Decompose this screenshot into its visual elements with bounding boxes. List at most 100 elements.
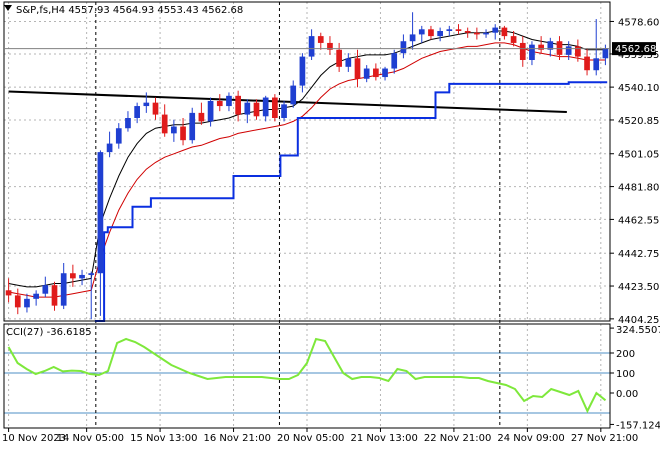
candle-body[interactable] [382, 68, 388, 78]
candle-body[interactable] [492, 27, 499, 33]
candle[interactable] [42, 276, 49, 298]
candle-body[interactable] [207, 100, 214, 122]
candle[interactable] [565, 41, 572, 60]
candle[interactable] [510, 31, 517, 47]
candle[interactable] [198, 102, 205, 125]
candle[interactable] [5, 278, 12, 303]
candle-body[interactable] [510, 36, 517, 43]
candle-body[interactable] [244, 102, 251, 115]
candle[interactable] [317, 32, 324, 50]
candle-body[interactable] [327, 42, 333, 50]
candle[interactable] [281, 100, 287, 122]
candle-body[interactable] [134, 106, 140, 118]
candle[interactable] [290, 80, 297, 108]
candle[interactable] [327, 36, 333, 55]
candle[interactable] [60, 263, 67, 310]
candle[interactable] [428, 25, 434, 40]
candle-body[interactable] [354, 58, 361, 79]
candle[interactable] [538, 36, 544, 54]
candle-body[interactable] [235, 95, 241, 115]
candle-body[interactable] [152, 102, 159, 115]
candle-body[interactable] [446, 29, 453, 31]
candle[interactable] [125, 111, 131, 132]
candle[interactable] [464, 27, 471, 38]
candle-body[interactable] [125, 118, 131, 129]
candle[interactable] [97, 150, 104, 316]
candle-body[interactable] [281, 104, 287, 118]
candle[interactable] [501, 25, 508, 40]
candle[interactable] [272, 94, 278, 122]
candle[interactable] [70, 264, 76, 287]
candle[interactable] [161, 104, 168, 137]
candle[interactable] [519, 36, 526, 67]
candle[interactable] [235, 90, 241, 122]
candle-body[interactable] [317, 36, 324, 43]
candle[interactable] [418, 25, 425, 43]
candle[interactable] [171, 119, 177, 142]
candle-body[interactable] [474, 32, 480, 35]
candle-body[interactable] [216, 100, 223, 107]
candle-body[interactable] [79, 274, 85, 279]
candle-body[interactable] [593, 58, 600, 71]
candle[interactable] [602, 44, 609, 66]
candle[interactable] [207, 97, 214, 127]
candle-body[interactable] [198, 112, 205, 122]
collapse-arrow-icon[interactable] [4, 5, 12, 11]
candle-body[interactable] [180, 126, 186, 141]
candle-body[interactable] [42, 285, 49, 294]
candle-body[interactable] [24, 298, 30, 308]
candle[interactable] [345, 53, 352, 72]
candle-body[interactable] [418, 29, 425, 35]
candle[interactable] [115, 123, 122, 149]
candle-body[interactable] [14, 295, 21, 308]
candle[interactable] [593, 19, 600, 76]
candle-body[interactable] [538, 44, 544, 50]
candle-body[interactable] [602, 48, 609, 59]
candle-body[interactable] [455, 29, 462, 31]
candle-body[interactable] [345, 58, 352, 67]
candle-body[interactable] [262, 97, 269, 117]
candle-body[interactable] [299, 56, 306, 86]
candle[interactable] [437, 27, 443, 42]
candle-layer[interactable] [5, 12, 609, 320]
candle[interactable] [547, 37, 554, 57]
candle-body[interactable] [226, 95, 232, 107]
candle[interactable] [474, 27, 480, 40]
candle[interactable] [180, 118, 186, 146]
candle[interactable] [382, 66, 388, 81]
candle[interactable] [455, 24, 462, 35]
candle[interactable] [299, 53, 306, 93]
candle[interactable] [189, 107, 196, 144]
candle-body[interactable] [272, 97, 278, 118]
candle-body[interactable] [189, 112, 196, 141]
candle-body[interactable] [115, 128, 122, 144]
candle-body[interactable] [519, 42, 526, 60]
candle[interactable] [400, 34, 407, 59]
candle-body[interactable] [363, 68, 370, 79]
candle[interactable] [584, 48, 590, 76]
candle-body[interactable] [5, 290, 12, 296]
candle-body[interactable] [97, 152, 104, 274]
candle-body[interactable] [171, 126, 177, 134]
candle[interactable] [446, 25, 453, 37]
candle-body[interactable] [391, 53, 398, 69]
candle-body[interactable] [106, 143, 113, 153]
candle[interactable] [134, 102, 140, 124]
candle-body[interactable] [51, 285, 58, 306]
candle[interactable] [483, 29, 489, 38]
candle-body[interactable] [428, 29, 434, 37]
candle-body[interactable] [483, 32, 489, 35]
candle[interactable] [253, 99, 260, 120]
candle[interactable] [409, 12, 416, 50]
candle-body[interactable] [529, 44, 535, 60]
candle-body[interactable] [547, 41, 554, 50]
candle-body[interactable] [88, 273, 95, 275]
candle[interactable] [143, 92, 150, 113]
candle[interactable] [336, 42, 342, 72]
candle-body[interactable] [290, 85, 297, 105]
candle-body[interactable] [565, 46, 572, 55]
candle[interactable] [33, 290, 39, 306]
candle[interactable] [88, 271, 95, 320]
candle-body[interactable] [143, 102, 150, 107]
candle[interactable] [51, 281, 58, 311]
